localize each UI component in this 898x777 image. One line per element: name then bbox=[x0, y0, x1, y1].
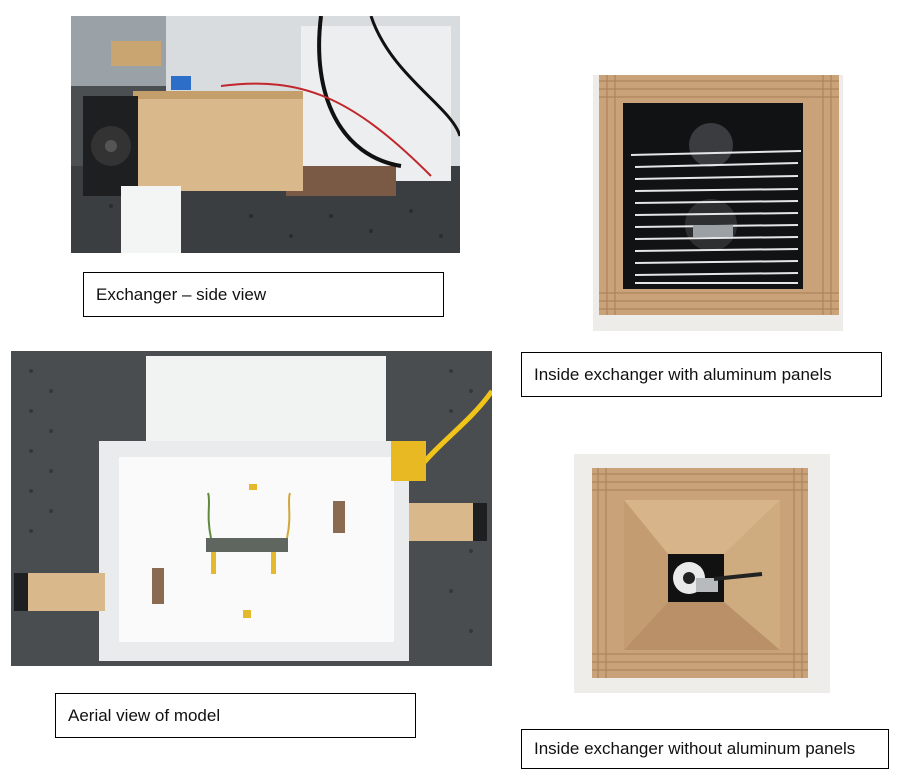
aerial-caption: Aerial view of model bbox=[55, 693, 416, 738]
without-panels-caption: Inside exchanger without aluminum panels bbox=[521, 729, 889, 769]
inside-without-panels-photo bbox=[574, 454, 830, 693]
exchanger-side-photo bbox=[71, 16, 460, 253]
side-view-caption: Exchanger – side view bbox=[83, 272, 444, 317]
with-panels-caption: Inside exchanger with aluminum panels bbox=[521, 352, 882, 397]
aerial-model-photo bbox=[11, 351, 492, 666]
inside-with-panels-photo bbox=[593, 75, 843, 331]
